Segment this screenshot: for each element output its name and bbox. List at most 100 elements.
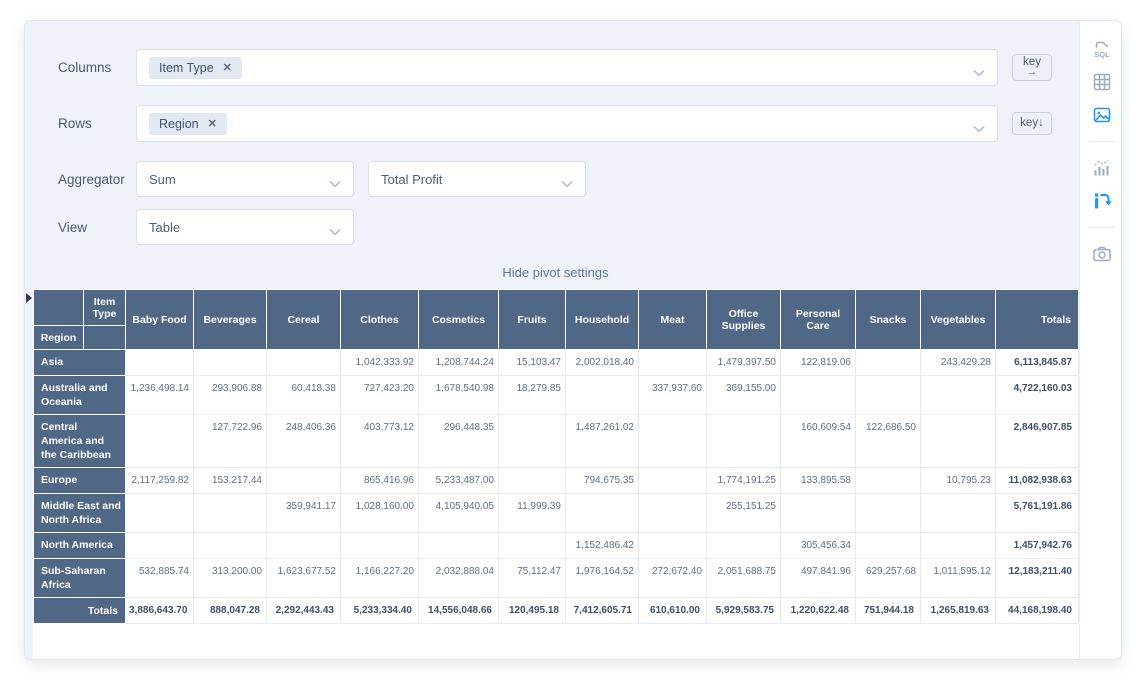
cell-middle-east-and-north-africa-fruits: 11,999.39 <box>499 494 566 533</box>
pivot-table-area: Item TypeBaby FoodBeveragesCerealClothes… <box>33 289 1079 624</box>
toolbar-table-grid-button[interactable] <box>1088 68 1116 96</box>
hide-link-row: Hide pivot settings <box>58 264 1053 282</box>
remove-chip-icon[interactable]: ✕ <box>223 61 232 74</box>
view-label: View <box>58 220 136 235</box>
col-total-office-supplies: 5,929,583.75 <box>707 598 781 624</box>
cell-middle-east-and-north-africa-beverages <box>194 494 267 533</box>
rows-key-order-button[interactable]: key↓ <box>1012 112 1052 135</box>
cell-north-america-clothes <box>341 533 419 559</box>
rows-chip[interactable]: Region ✕ <box>149 113 227 135</box>
aggregator-field-value: Total Profit <box>381 172 442 187</box>
key-label: key <box>1020 117 1038 129</box>
rows-select[interactable]: Region ✕ <box>136 105 998 142</box>
table-row-australia-and-oceania: Australia and Oceania1,236,498.14293,906… <box>34 376 1079 415</box>
table-row-europe: Europe2,117,259.82153,217.44865,416.965,… <box>34 468 1079 494</box>
cell-asia-fruits: 15,103.47 <box>499 350 566 376</box>
cell-middle-east-and-north-africa-baby-food <box>126 494 194 533</box>
table-row-sub-saharan-africa: Sub-Saharan Africa532,885.74313,200.001,… <box>34 559 1079 598</box>
cell-sub-saharan-africa-cereal: 1,623,677.52 <box>267 559 341 598</box>
view-value: Table <box>149 220 180 235</box>
col-header-cereal: Cereal <box>267 290 341 350</box>
toolbar-sql-button[interactable]: SQL <box>1088 35 1116 63</box>
aggregator-field-select[interactable]: Total Profit <box>368 161 586 197</box>
cell-central-america-and-the-caribbean-household: 1,487,261.02 <box>566 415 639 468</box>
rows-chip-label: Region <box>159 117 199 131</box>
cell-australia-and-oceania-cosmetics: 1,678,540.98 <box>419 376 499 415</box>
cell-central-america-and-the-caribbean-personal-care: 160,609.54 <box>781 415 856 468</box>
hide-pivot-settings-link[interactable]: Hide pivot settings <box>502 265 608 280</box>
chevron-down-icon <box>561 175 573 193</box>
cell-asia-office-supplies: 1,479,397.50 <box>707 350 781 376</box>
pivot-icon <box>1091 190 1113 212</box>
table-row-central-america-and-the-caribbean: Central America and the Caribbean127,722… <box>34 415 1079 468</box>
cell-central-america-and-the-caribbean-snacks: 122,686.50 <box>856 415 921 468</box>
cell-sub-saharan-africa-beverages: 313,200.00 <box>194 559 267 598</box>
col-total-fruits: 120,495.18 <box>499 598 566 624</box>
aggregator-value: Sum <box>149 172 176 187</box>
col-header-meat: Meat <box>639 290 707 350</box>
cell-australia-and-oceania-fruits: 18,279.85 <box>499 376 566 415</box>
cell-australia-and-oceania-household <box>566 376 639 415</box>
cell-middle-east-and-north-africa-clothes: 1,028,160.00 <box>341 494 419 533</box>
cell-australia-and-oceania-vegetables <box>921 376 996 415</box>
totals-row-header: Totals <box>34 598 126 624</box>
cell-north-america-cosmetics <box>419 533 499 559</box>
columns-chip[interactable]: Item Type ✕ <box>149 57 242 79</box>
cell-australia-and-oceania-snacks <box>856 376 921 415</box>
arrow-down-icon: ↓ <box>1038 117 1044 129</box>
remove-chip-icon[interactable]: ✕ <box>208 117 217 130</box>
table-row-totals: Totals3,886,643.70888,047.282,292,443.43… <box>34 598 1079 624</box>
view-select[interactable]: Table <box>136 209 354 245</box>
col-total-personal-care: 1,220,622.48 <box>781 598 856 624</box>
toolbar-pivot-button[interactable] <box>1088 187 1116 215</box>
columns-select[interactable]: Item Type ✕ <box>136 49 998 86</box>
cell-asia-baby-food <box>126 350 194 376</box>
toolbar-camera-button[interactable] <box>1088 240 1116 268</box>
col-header-beverages: Beverages <box>194 290 267 350</box>
view-row: View Table <box>58 209 1053 245</box>
cell-north-america-cereal <box>267 533 341 559</box>
cell-north-america-snacks <box>856 533 921 559</box>
cell-asia-meat <box>639 350 707 376</box>
cell-europe-fruits <box>499 468 566 494</box>
row-header-north-america: North America <box>34 533 126 559</box>
cell-europe-beverages: 153,217.44 <box>194 468 267 494</box>
cell-central-america-and-the-caribbean-vegetables <box>921 415 996 468</box>
cell-europe-baby-food: 2,117,259.82 <box>126 468 194 494</box>
left-drawer-strip <box>25 21 33 659</box>
cell-north-america-personal-care: 305,456.34 <box>781 533 856 559</box>
cell-europe-personal-care: 133,895.58 <box>781 468 856 494</box>
aggregator-select[interactable]: Sum <box>136 161 354 197</box>
cell-central-america-and-the-caribbean-beverages: 127,722.96 <box>194 415 267 468</box>
bar-line-chart-icon <box>1091 157 1113 179</box>
cell-central-america-and-the-caribbean-baby-food <box>126 415 194 468</box>
col-header-clothes: Clothes <box>341 290 419 350</box>
cell-australia-and-oceania-meat: 337,937.60 <box>639 376 707 415</box>
row-total-north-america: 1,457,942.76 <box>996 533 1079 559</box>
cell-sub-saharan-africa-cosmetics: 2,032,888.04 <box>419 559 499 598</box>
cell-europe-clothes: 865,416.96 <box>341 468 419 494</box>
sql-icon: SQL <box>1091 38 1113 60</box>
columns-chip-label: Item Type <box>159 61 214 75</box>
columns-key-order-button[interactable]: key → <box>1012 54 1052 81</box>
toolbar-bar-line-chart-button[interactable] <box>1088 154 1116 182</box>
pivot-corner-cell <box>34 290 84 326</box>
columns-label: Columns <box>58 60 136 75</box>
cell-middle-east-and-north-africa-cereal: 359,941.17 <box>267 494 341 533</box>
cell-central-america-and-the-caribbean-office-supplies <box>707 415 781 468</box>
drawer-toggle-icon[interactable] <box>26 293 32 303</box>
cell-australia-and-oceania-clothes: 727,423.20 <box>341 376 419 415</box>
cell-sub-saharan-africa-clothes: 1,166,227.20 <box>341 559 419 598</box>
cell-sub-saharan-africa-household: 1,976,164.52 <box>566 559 639 598</box>
col-axis-label: Item Type <box>84 290 126 326</box>
cell-middle-east-and-north-africa-cosmetics: 4,105,940.05 <box>419 494 499 533</box>
cell-north-america-household: 1,152,486.42 <box>566 533 639 559</box>
row-header-sub-saharan-africa: Sub-Saharan Africa <box>34 559 126 598</box>
toolbar-image-chart-button[interactable] <box>1088 101 1116 129</box>
cell-europe-cereal <box>267 468 341 494</box>
row-total-central-america-and-the-caribbean: 2,846,907.85 <box>996 415 1079 468</box>
rows-label: Rows <box>58 116 136 131</box>
row-total-sub-saharan-africa: 12,183,211.40 <box>996 559 1079 598</box>
row-total-middle-east-and-north-africa: 5,761,191.86 <box>996 494 1079 533</box>
cell-north-america-fruits <box>499 533 566 559</box>
